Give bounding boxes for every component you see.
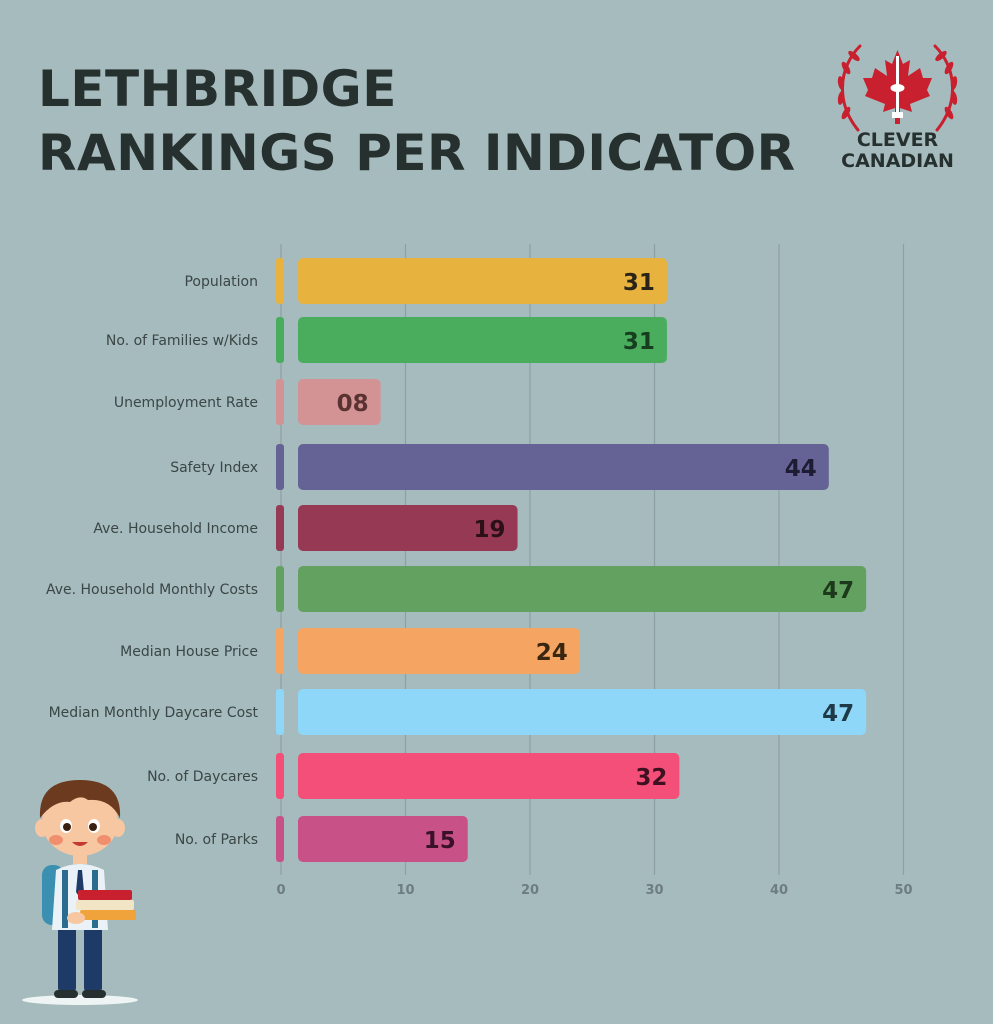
value-label: 31 (623, 329, 655, 355)
logo-text-line-2: CANADIAN (841, 150, 954, 172)
category-label: Population (184, 274, 258, 290)
category-label: Unemployment Rate (114, 395, 258, 411)
bar (298, 628, 580, 674)
value-label: 31 (623, 270, 655, 296)
category-label: No. of Daycares (147, 769, 258, 785)
page-title: LETHBRIDGE RANKINGS PER INDICATOR (38, 58, 796, 186)
bar (298, 258, 667, 304)
bar-stub (276, 317, 284, 363)
title-line-1: LETHBRIDGE (38, 60, 397, 118)
value-label: 32 (635, 765, 667, 791)
bar (298, 566, 867, 612)
student-boy-with-books-icon (22, 780, 138, 1005)
category-label: Median Monthly Daycare Cost (49, 705, 259, 721)
value-label: 24 (536, 640, 568, 666)
category-label: Ave. Household Income (93, 521, 258, 537)
bar-stub (276, 258, 284, 304)
value-label: 47 (822, 578, 854, 604)
bar-stub (276, 689, 284, 735)
bar (298, 689, 867, 735)
clever-canadian-logo: CLEVER CANADIAN (830, 38, 965, 178)
x-tick-label: 20 (521, 883, 539, 898)
bar (298, 317, 667, 363)
logo-text-line-1: CLEVER (856, 129, 939, 151)
bar (298, 816, 468, 862)
title-line-2: RANKINGS PER INDICATOR (38, 124, 796, 182)
bar-stub (276, 444, 284, 490)
value-label: 44 (785, 456, 817, 482)
bar (298, 753, 680, 799)
bar-stub (276, 505, 284, 551)
value-label: 19 (474, 517, 506, 543)
value-label: 08 (337, 391, 369, 417)
bar (298, 379, 381, 425)
bar-stub (276, 816, 284, 862)
category-label: No. of Parks (175, 832, 258, 848)
bar-stub (276, 628, 284, 674)
bar (298, 505, 518, 551)
x-tick-label: 10 (396, 883, 414, 898)
value-label: 15 (424, 828, 456, 854)
maple-leaf-tower-wreath-icon (837, 44, 958, 132)
category-label: Safety Index (170, 460, 258, 476)
x-tick-label: 30 (645, 883, 663, 898)
value-label: 47 (822, 701, 854, 727)
x-tick-label: 40 (770, 883, 788, 898)
bar (298, 444, 829, 490)
bar-stub (276, 566, 284, 612)
bar-stub (276, 379, 284, 425)
bar-stub (276, 753, 284, 799)
x-tick-label: 0 (276, 883, 285, 898)
category-label: No. of Families w/Kids (106, 333, 258, 349)
category-label: Median House Price (120, 644, 258, 660)
category-label: Ave. Household Monthly Costs (46, 582, 258, 598)
x-tick-label: 50 (894, 883, 912, 898)
